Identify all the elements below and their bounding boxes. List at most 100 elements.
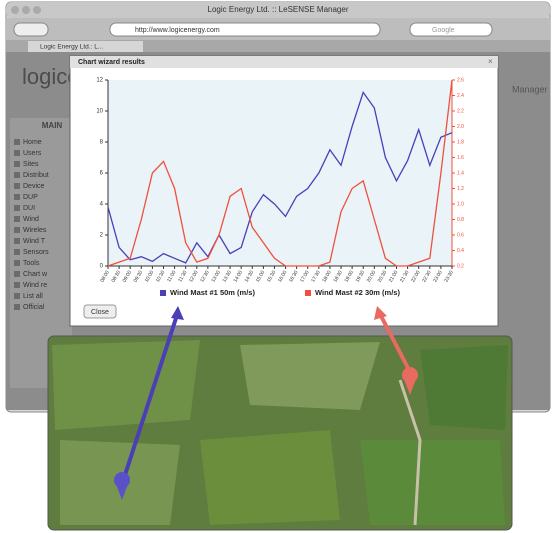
legend-label: Wind Mast #2 30m (m/s): [315, 288, 400, 297]
y2-tick-label: 2.2: [457, 108, 464, 114]
y-tick-label: 8: [100, 140, 104, 146]
x-tick-label: 21:00: [388, 269, 400, 283]
menu-icon: [14, 293, 20, 299]
x-tick-label: 08:30: [111, 269, 123, 283]
menu-icon: [14, 161, 20, 167]
x-tick-label: 20:30: [377, 269, 389, 283]
arrow: [122, 311, 180, 479]
nav-buttons[interactable]: [13, 22, 49, 37]
field: [420, 345, 508, 430]
x-tick-label: 23:30: [443, 269, 455, 283]
arrow-head: [374, 306, 387, 320]
menu-icon: [14, 238, 20, 244]
menu-icon: [14, 194, 20, 200]
y2-tick-label: 1.8: [457, 139, 464, 145]
y2-tick-label: 0.6: [457, 232, 464, 238]
x-tick-label: 19:30: [355, 269, 367, 283]
menu-icon: [14, 271, 20, 277]
y2-tick-label: 0.8: [457, 217, 464, 223]
search-box[interactable]: [409, 22, 493, 37]
title-bar: [6, 2, 550, 18]
y-tick-label: 12: [96, 78, 103, 84]
x-tick-label: 19:00: [344, 269, 356, 283]
menu-icon: [14, 282, 20, 288]
menu-icon: [14, 216, 20, 222]
field: [240, 342, 380, 410]
x-tick-label: 15:00: [255, 269, 267, 283]
dialog-title: Chart wizard results: [78, 59, 145, 66]
road: [398, 379, 422, 526]
menu-item: Wind T: [23, 238, 46, 245]
menu-item: Sites: [23, 161, 39, 168]
menu-item: Sensors: [23, 249, 49, 256]
menu-icon: [14, 183, 20, 189]
close-button[interactable]: [83, 304, 117, 319]
menu-item: DUP: [23, 194, 38, 201]
x-tick-label: 18:00: [321, 269, 333, 283]
x-tick-label: 18:30: [332, 269, 344, 283]
menu-icon: [14, 260, 20, 266]
menu-item: Tools: [23, 260, 40, 267]
menu-item: Distribut: [23, 172, 49, 179]
x-tick-label: 22:00: [410, 269, 422, 283]
menu-icon: [14, 304, 20, 310]
y2-tick-label: 2.4: [457, 93, 464, 99]
y-tick-label: 0: [100, 264, 104, 270]
window-button[interactable]: [11, 6, 19, 14]
dialog-title-bar: [70, 56, 498, 68]
y-tick-label: 6: [100, 171, 104, 177]
window-button[interactable]: [22, 6, 30, 14]
x-tick-label: 08:00: [99, 269, 111, 283]
map-pin-tip: [404, 379, 416, 395]
y2-tick-label: 1.4: [457, 170, 464, 176]
menu-item: Device: [23, 183, 45, 190]
x-tick-label: 13:30: [221, 269, 233, 283]
y-tick-label: 4: [100, 202, 104, 208]
dialog-close-icon[interactable]: ×: [488, 57, 493, 66]
menu-item: Wind re: [23, 282, 47, 289]
menu-item: Official: [23, 304, 45, 311]
search-placeholder: Google: [432, 27, 455, 34]
menu-item: Chart w: [23, 271, 48, 278]
menu-item: Users: [23, 150, 42, 157]
menu-item: DUI: [23, 205, 35, 212]
menu-title: MAIN: [42, 121, 63, 130]
x-tick-label: 14:30: [244, 269, 256, 283]
series-line: [107, 79, 453, 267]
legend-swatch: [160, 290, 166, 296]
tab[interactable]: [28, 41, 143, 52]
menu-icon: [14, 150, 20, 156]
close-button-label: Close: [91, 309, 109, 316]
field: [200, 430, 340, 525]
y2-tick-label: 1.2: [457, 186, 464, 192]
address-bar[interactable]: [109, 22, 381, 37]
url: http://www.logicenergy.com: [135, 27, 220, 34]
legend-swatch: [305, 290, 311, 296]
x-tick-label: 13:00: [210, 269, 222, 283]
map-pin-tip: [116, 484, 128, 500]
y2-tick-label: 0.2: [457, 263, 464, 269]
window-button[interactable]: [33, 6, 41, 14]
arrow-head: [171, 306, 184, 320]
x-tick-label: 12:30: [199, 269, 211, 283]
legend-label: Wind Mast #1 50m (m/s): [170, 288, 255, 297]
menu-item: Wireles: [23, 227, 47, 234]
series-line: [107, 90, 453, 264]
menu-icon: [14, 249, 20, 255]
x-tick-label: 23:00: [432, 269, 444, 283]
x-tick-label: 12:00: [188, 269, 200, 283]
plot-area: [108, 80, 452, 266]
x-tick-label: 14:00: [233, 269, 245, 283]
menu-item: Home: [23, 139, 42, 146]
x-tick-label: 15:30: [266, 269, 278, 283]
y2-tick-label: 1.0: [457, 201, 464, 207]
x-tick-label: 17:30: [310, 269, 322, 283]
x-tick-label: 20:00: [366, 269, 378, 283]
menu-icon: [14, 205, 20, 211]
y2-tick-label: 1.6: [457, 155, 464, 161]
y-tick-label: 2: [100, 233, 104, 239]
menu-item: Wind: [23, 216, 39, 223]
x-tick-label: 09:00: [122, 269, 134, 283]
header-right: Manager: [512, 84, 548, 94]
